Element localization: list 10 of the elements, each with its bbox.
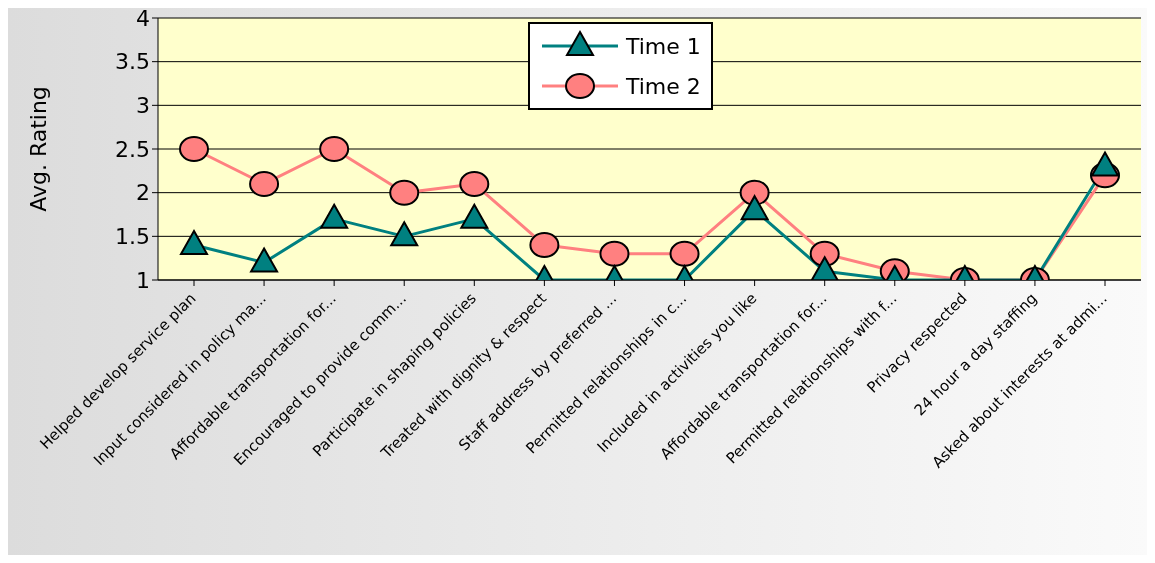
y-tick-label: 2.5 <box>115 136 150 162</box>
legend-label: Time 2 <box>626 73 701 99</box>
y-tick-label: 3.5 <box>115 49 150 75</box>
legend-label: Time 1 <box>626 33 701 59</box>
y-tick-label: 3 <box>136 93 150 119</box>
y-tick-label: 1.5 <box>115 224 150 250</box>
y-tick-label: 4 <box>136 5 150 31</box>
y-axis-title: Avg. Rating <box>25 86 51 212</box>
y-tick-label: 2 <box>136 180 150 206</box>
y-tick-label: 1 <box>136 267 150 293</box>
